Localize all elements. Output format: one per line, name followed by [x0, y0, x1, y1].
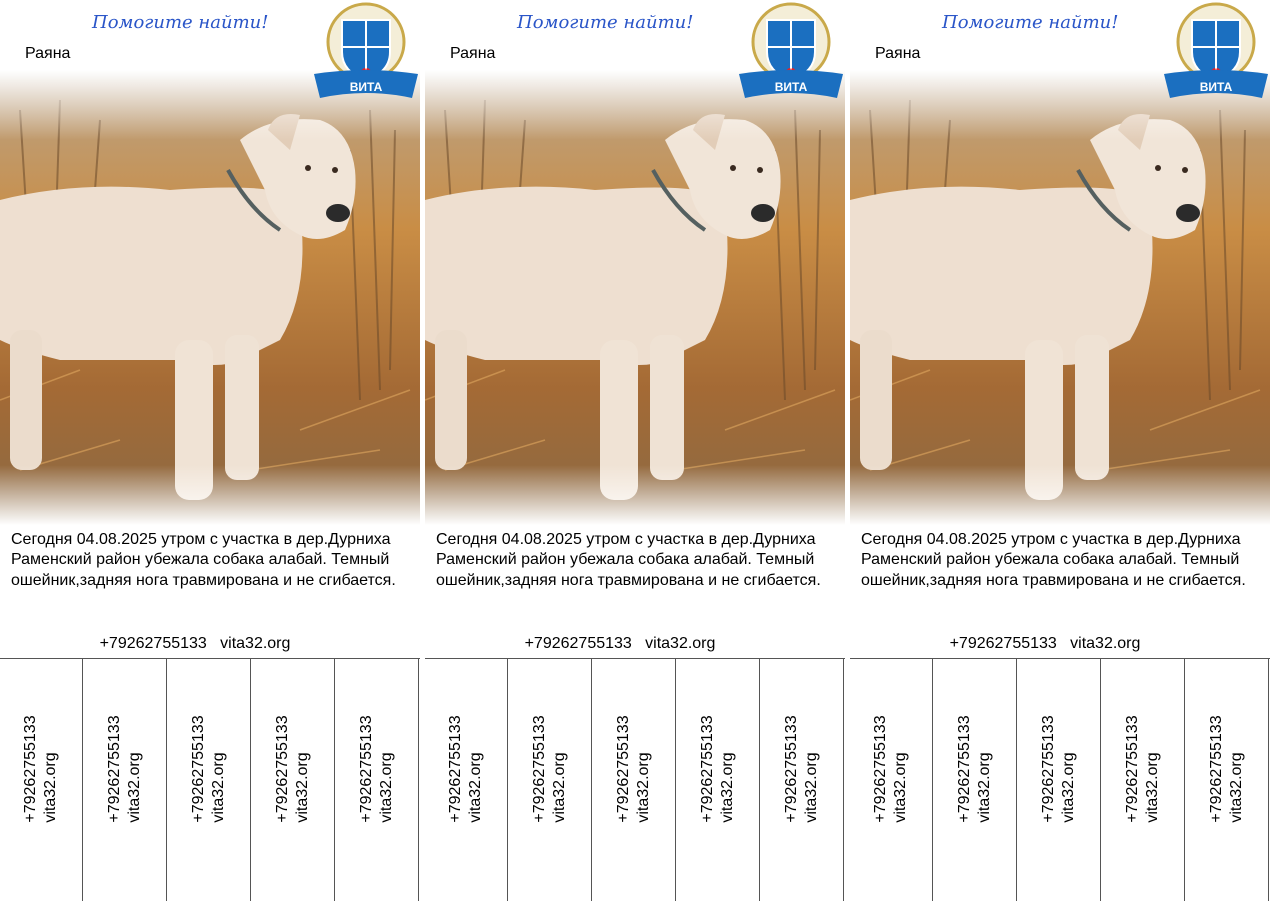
- pet-name: Раяна: [25, 45, 71, 62]
- tab-site: vita32.org: [803, 752, 820, 823]
- tab-site: vita32.org: [892, 752, 909, 823]
- tab-phone: +79262755133: [22, 715, 39, 823]
- tab-phone: +79262755133: [358, 715, 375, 823]
- tab-phone: +79262755133: [1208, 715, 1225, 823]
- tear-off-tab[interactable]: +79262755133 vita32.org: [336, 659, 419, 901]
- tab-contact: +79262755133 vita32.org: [273, 715, 313, 822]
- tear-off-tab[interactable]: +79262755133 vita32.org: [850, 659, 933, 901]
- tab-contact: +79262755133 vita32.org: [871, 715, 911, 822]
- dog-figure: [0, 114, 356, 500]
- description: Сегодня 04.08.2025 утром с участка в дер…: [11, 531, 396, 589]
- tab-contact: +79262755133 vita32.org: [614, 715, 654, 822]
- tab-contact: +79262755133 vita32.org: [530, 715, 570, 822]
- vita-logo: ВИТА: [312, 2, 420, 102]
- tab-site: vita32.org: [126, 752, 143, 823]
- tab-site: vita32.org: [635, 752, 652, 823]
- pet-name: Раяна: [875, 45, 921, 62]
- tab-phone: +79262755133: [1040, 715, 1057, 823]
- contact-line: +79262755133 vita32.org: [524, 635, 716, 652]
- contact-line: +79262755133 vita32.org: [949, 635, 1141, 652]
- tab-phone: +79262755133: [274, 715, 291, 823]
- tab-contact: +79262755133 vita32.org: [782, 715, 822, 822]
- dog-figure: [850, 114, 1206, 500]
- tab-site: vita32.org: [294, 752, 311, 823]
- tear-off-tab[interactable]: +79262755133 vita32.org: [593, 659, 676, 901]
- tab-site: vita32.org: [467, 752, 484, 823]
- tab-phone: +79262755133: [956, 715, 973, 823]
- svg-text:ВИТА: ВИТА: [350, 80, 383, 94]
- tab-contact: +79262755133 vita32.org: [1039, 715, 1079, 822]
- pet-name: Раяна: [450, 45, 496, 62]
- tab-phone: +79262755133: [615, 715, 632, 823]
- tab-phone: +79262755133: [783, 715, 800, 823]
- tear-off-tab[interactable]: +79262755133 vita32.org: [252, 659, 335, 901]
- tab-contact: +79262755133 vita32.org: [189, 715, 229, 822]
- tab-site: vita32.org: [976, 752, 993, 823]
- vita-logo: ВИТА: [737, 2, 845, 102]
- tear-off-tab[interactable]: +79262755133 vita32.org: [934, 659, 1017, 901]
- dog-photo: [425, 70, 845, 525]
- flyer: Помогите найти! Раяна ВИТА Сегодня 04.08…: [850, 0, 1270, 901]
- tab-phone: +79262755133: [531, 715, 548, 823]
- flyer-title: Помогите найти!: [92, 12, 269, 33]
- vita-logo: ВИТА: [1162, 2, 1270, 102]
- tab-site: vita32.org: [378, 752, 395, 823]
- svg-text:ВИТА: ВИТА: [775, 80, 808, 94]
- contact-line: +79262755133 vita32.org: [99, 635, 291, 652]
- tab-contact: +79262755133 vita32.org: [1207, 715, 1247, 822]
- tab-phone: +79262755133: [106, 715, 123, 823]
- tear-off-tab[interactable]: +79262755133 vita32.org: [425, 659, 508, 901]
- tear-off-strip: +79262755133 vita32.org +79262755133 vita32…: [425, 658, 845, 901]
- tab-site: vita32.org: [551, 752, 568, 823]
- description: Сегодня 04.08.2025 утром с участка в дер…: [861, 531, 1246, 589]
- tear-off-tab[interactable]: +79262755133 vita32.org: [509, 659, 592, 901]
- dog-figure: [425, 114, 781, 500]
- tab-contact: +79262755133 vita32.org: [446, 715, 486, 822]
- tear-off-tab[interactable]: +79262755133 vita32.org: [84, 659, 167, 901]
- dog-photo: [850, 70, 1270, 525]
- tab-contact: +79262755133 vita32.org: [357, 715, 397, 822]
- dog-photo: [0, 70, 420, 525]
- description: Сегодня 04.08.2025 утром с участка в дер…: [436, 531, 821, 589]
- tab-contact: +79262755133 vita32.org: [1123, 715, 1163, 822]
- tab-site: vita32.org: [210, 752, 227, 823]
- tear-off-tab[interactable]: +79262755133 vita32.org: [1018, 659, 1101, 901]
- tear-off-strip: +79262755133 vita32.org +79262755133 vita32…: [850, 658, 1270, 901]
- tear-off-tab[interactable]: +79262755133 vita32.org: [1102, 659, 1185, 901]
- tab-site: vita32.org: [42, 752, 59, 823]
- tab-phone: +79262755133: [447, 715, 464, 823]
- tear-off-tab[interactable]: +79262755133 vita32.org: [0, 659, 83, 901]
- tab-site: vita32.org: [719, 752, 736, 823]
- flyer: Помогите найти! Раяна ВИТА Сегодня 04.08…: [0, 0, 420, 901]
- tear-off-tab[interactable]: +79262755133 vita32.org: [1186, 659, 1269, 901]
- tab-contact: +79262755133 vita32.org: [698, 715, 738, 822]
- svg-text:ВИТА: ВИТА: [1200, 80, 1233, 94]
- tab-contact: +79262755133 vita32.org: [105, 715, 145, 822]
- tear-off-tab[interactable]: +79262755133 vita32.org: [761, 659, 844, 901]
- tear-off-strip: +79262755133 vita32.org +79262755133 vita32…: [0, 658, 420, 901]
- tab-site: vita32.org: [1228, 752, 1245, 823]
- tab-phone: +79262755133: [190, 715, 207, 823]
- tear-off-tab[interactable]: +79262755133 vita32.org: [677, 659, 760, 901]
- tab-phone: +79262755133: [872, 715, 889, 823]
- tear-off-tab[interactable]: +79262755133 vita32.org: [168, 659, 251, 901]
- tab-contact: +79262755133 vita32.org: [21, 715, 61, 822]
- tab-contact: +79262755133 vita32.org: [955, 715, 995, 822]
- flyer-title: Помогите найти!: [517, 12, 694, 33]
- flyer-title: Помогите найти!: [942, 12, 1119, 33]
- tab-phone: +79262755133: [1124, 715, 1141, 823]
- tab-site: vita32.org: [1144, 752, 1161, 823]
- flyer: Помогите найти! Раяна ВИТА Сегодня 04.08…: [425, 0, 845, 901]
- tab-site: vita32.org: [1060, 752, 1077, 823]
- tab-phone: +79262755133: [699, 715, 716, 823]
